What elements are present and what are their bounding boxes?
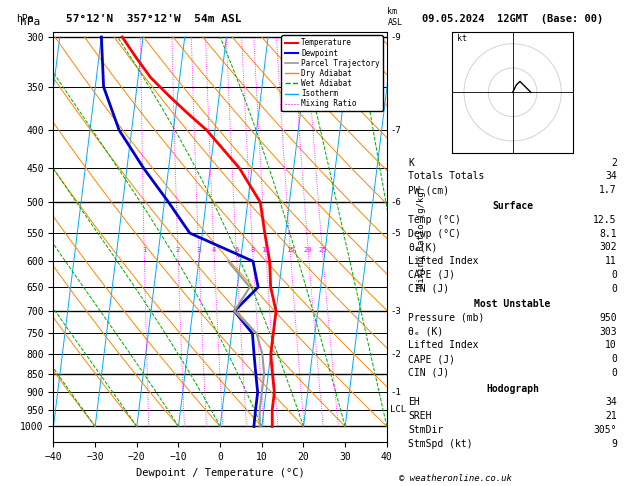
Text: 2: 2 — [175, 247, 180, 253]
Text: 09.05.2024  12GMT  (Base: 00): 09.05.2024 12GMT (Base: 00) — [422, 14, 603, 24]
X-axis label: Dewpoint / Temperature (°C): Dewpoint / Temperature (°C) — [136, 468, 304, 478]
Text: -5: -5 — [390, 228, 401, 238]
Text: CAPE (J): CAPE (J) — [408, 270, 455, 280]
Text: 6: 6 — [234, 247, 238, 253]
Text: StmSpd (kt): StmSpd (kt) — [408, 439, 473, 449]
Text: -7: -7 — [390, 125, 401, 135]
Text: θₑ(K): θₑ(K) — [408, 243, 438, 252]
Text: -2: -2 — [390, 350, 401, 359]
Text: -6: -6 — [390, 198, 401, 207]
Text: 2: 2 — [611, 157, 617, 168]
Text: θₑ (K): θₑ (K) — [408, 327, 443, 337]
Text: 57°12'N  357°12'W  54m ASL: 57°12'N 357°12'W 54m ASL — [66, 14, 242, 24]
Text: 12.5: 12.5 — [593, 215, 617, 225]
Text: Surface: Surface — [492, 201, 533, 211]
Text: Lifted Index: Lifted Index — [408, 256, 479, 266]
Text: 3: 3 — [196, 247, 201, 253]
Text: © weatheronline.co.uk: © weatheronline.co.uk — [399, 474, 512, 483]
Text: EH: EH — [408, 398, 420, 407]
Text: 8.1: 8.1 — [599, 229, 617, 239]
Text: -1: -1 — [390, 388, 401, 397]
Text: 10: 10 — [262, 247, 270, 253]
Text: Mixing Ratio (g/kg): Mixing Ratio (g/kg) — [417, 186, 426, 288]
Text: hPa: hPa — [16, 14, 33, 24]
Text: 1.7: 1.7 — [599, 186, 617, 195]
Text: 20: 20 — [304, 247, 313, 253]
Text: SREH: SREH — [408, 411, 432, 421]
Text: 34: 34 — [605, 172, 617, 181]
Text: -9: -9 — [390, 33, 401, 41]
Text: 8: 8 — [250, 247, 255, 253]
Text: StmDir: StmDir — [408, 425, 443, 435]
Text: Lifted Index: Lifted Index — [408, 340, 479, 350]
Text: Totals Totals: Totals Totals — [408, 172, 485, 181]
Text: 9: 9 — [611, 439, 617, 449]
Text: Dewp (°C): Dewp (°C) — [408, 229, 461, 239]
Text: 4: 4 — [212, 247, 216, 253]
Text: km
ASL: km ASL — [387, 7, 403, 27]
Text: 302: 302 — [599, 243, 617, 252]
Text: 0: 0 — [611, 270, 617, 280]
Text: 34: 34 — [605, 398, 617, 407]
Text: 0: 0 — [611, 368, 617, 378]
Text: CAPE (J): CAPE (J) — [408, 354, 455, 364]
Text: Temp (°C): Temp (°C) — [408, 215, 461, 225]
Text: 0: 0 — [611, 354, 617, 364]
Text: Most Unstable: Most Unstable — [474, 299, 551, 309]
Text: LCL: LCL — [390, 405, 406, 415]
Text: K: K — [408, 157, 415, 168]
Text: 303: 303 — [599, 327, 617, 337]
Text: 10: 10 — [605, 340, 617, 350]
Text: 25: 25 — [318, 247, 326, 253]
Text: 21: 21 — [605, 411, 617, 421]
Text: kt: kt — [457, 35, 467, 43]
Text: 0: 0 — [611, 283, 617, 294]
Legend: Temperature, Dewpoint, Parcel Trajectory, Dry Adiabat, Wet Adiabat, Isotherm, Mi: Temperature, Dewpoint, Parcel Trajectory… — [281, 35, 383, 111]
Text: 305°: 305° — [593, 425, 617, 435]
Text: CIN (J): CIN (J) — [408, 368, 450, 378]
Y-axis label: hPa: hPa — [20, 17, 40, 28]
Text: PW (cm): PW (cm) — [408, 186, 450, 195]
Text: 950: 950 — [599, 313, 617, 323]
Text: 1: 1 — [142, 247, 147, 253]
Text: Pressure (mb): Pressure (mb) — [408, 313, 485, 323]
Text: CIN (J): CIN (J) — [408, 283, 450, 294]
Text: 15: 15 — [286, 247, 294, 253]
Text: -3: -3 — [390, 307, 401, 315]
Text: 11: 11 — [605, 256, 617, 266]
Text: Hodograph: Hodograph — [486, 383, 539, 394]
